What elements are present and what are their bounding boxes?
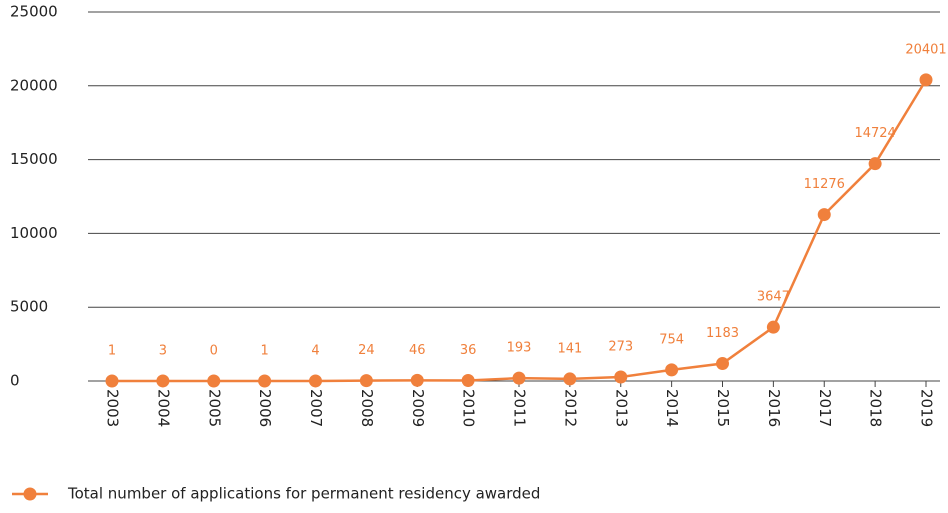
data-label: 273 — [608, 339, 633, 354]
x-tick-label: 2010 — [460, 389, 478, 427]
x-tick-label: 2011 — [511, 389, 529, 427]
data-label: 4 — [311, 343, 319, 358]
point — [512, 371, 526, 385]
y-tick-label: 10000 — [10, 224, 58, 242]
y-tick-label: 25000 — [10, 3, 58, 21]
x-tick-label: 2003 — [104, 389, 122, 427]
x-tick-label: 2018 — [867, 389, 885, 427]
x-tick-label: 2013 — [612, 389, 630, 427]
y-tick-label: 5000 — [10, 298, 48, 316]
x-tick-label: 2005 — [205, 389, 223, 427]
data-label: 20401 — [905, 42, 946, 57]
x-tick-label: 2016 — [765, 389, 783, 427]
x-tick-label: 2004 — [154, 389, 172, 427]
point — [614, 370, 628, 384]
data-label: 1183 — [706, 326, 739, 341]
point — [665, 363, 679, 377]
point — [156, 374, 170, 388]
point — [461, 373, 475, 387]
data-label: 754 — [659, 332, 684, 347]
point — [207, 374, 221, 388]
x-tick-label: 2008 — [358, 389, 376, 427]
x-tick-label: 2019 — [918, 389, 936, 427]
point — [563, 372, 577, 386]
x-tick-label: 2014 — [663, 389, 681, 427]
data-label: 14724 — [854, 126, 895, 141]
data-label: 3 — [159, 343, 167, 358]
point — [716, 357, 729, 371]
point — [258, 374, 272, 388]
point — [105, 374, 119, 388]
data-label: 46 — [409, 343, 426, 358]
point — [919, 73, 933, 87]
data-label: 193 — [507, 341, 532, 356]
legend-marker — [23, 487, 37, 501]
point — [410, 373, 424, 387]
point — [868, 157, 882, 171]
data-label: 3647 — [757, 290, 790, 305]
y-tick-label: 20000 — [10, 76, 58, 94]
x-tick-label: 2012 — [561, 389, 579, 427]
point — [309, 374, 322, 388]
x-tick-label: 2017 — [816, 389, 834, 427]
point — [766, 320, 780, 334]
legend-label: Total number of applications for permane… — [67, 485, 540, 503]
x-tick-label: 2009 — [409, 389, 427, 427]
data-label: 36 — [460, 343, 477, 358]
data-label: 24 — [358, 343, 375, 358]
data-label: 141 — [557, 341, 582, 356]
data-label: 0 — [210, 344, 218, 359]
x-tick-label: 2007 — [307, 389, 325, 427]
line — [111, 79, 928, 383]
point — [359, 374, 373, 388]
data-label: 1 — [260, 343, 268, 358]
point — [817, 208, 831, 222]
data-label: 1 — [108, 343, 116, 358]
data-label: 11276 — [804, 177, 845, 192]
y-tick-label: 15000 — [10, 150, 58, 168]
y-tick-label: 0 — [10, 372, 20, 390]
x-tick-label: 2006 — [256, 389, 274, 427]
x-tick-label: 2015 — [714, 389, 732, 427]
